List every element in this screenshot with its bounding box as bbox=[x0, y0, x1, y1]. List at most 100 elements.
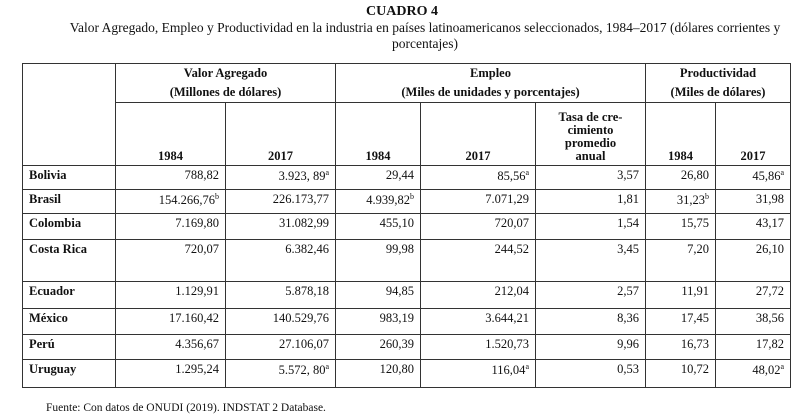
header-row: (Millones de dólares) (Miles de unidades … bbox=[23, 83, 791, 103]
cell-value: 788,82 bbox=[184, 168, 219, 182]
cell-value: 48,02 bbox=[752, 363, 781, 378]
cell-value: 212,04 bbox=[494, 284, 529, 298]
cell-value: 2,57 bbox=[617, 284, 639, 298]
value-cell: 99,98 bbox=[335, 239, 421, 282]
row-label: México bbox=[29, 311, 68, 325]
row-label: Bolivia bbox=[29, 168, 67, 182]
value-cell: 0,53 bbox=[535, 359, 646, 388]
value-cell: 720,07 bbox=[115, 239, 226, 282]
row-label: Costa Rica bbox=[29, 242, 87, 256]
column-header-text: 2017 bbox=[465, 149, 491, 163]
cell-value: 45,86 bbox=[752, 169, 781, 184]
value-cell: 244,52 bbox=[420, 239, 536, 282]
cell-value: 10,72 bbox=[680, 362, 709, 376]
group-cell: Valor Agregado bbox=[115, 63, 336, 83]
value-cell: 43,17 bbox=[715, 213, 791, 240]
row-label: Colombia bbox=[29, 216, 82, 230]
group-unit: (Miles de dólares) bbox=[670, 85, 766, 99]
row-label: Ecuador bbox=[29, 284, 75, 298]
value-cell: 3,45 bbox=[535, 239, 646, 282]
value-cell: 8,36 bbox=[535, 308, 646, 335]
value-cell: 154.266,76b bbox=[115, 189, 226, 214]
row-label-cell: México bbox=[22, 308, 116, 335]
value-cell: 10,72 bbox=[645, 359, 716, 388]
column-header-text: 1984 bbox=[668, 149, 693, 163]
value-cell: 2,57 bbox=[535, 281, 646, 309]
cell-value: 720,07 bbox=[184, 242, 219, 256]
value-cell: 120,80 bbox=[335, 359, 421, 388]
cell-value: 3,45 bbox=[617, 242, 639, 256]
value-cell: 1.295,24 bbox=[115, 359, 226, 388]
value-cell: 3.644,21 bbox=[420, 308, 536, 335]
footnote-mark: a bbox=[325, 168, 329, 177]
table: Valor Agregado Empleo Productividad (Millon… bbox=[22, 63, 791, 388]
group-cell: Productividad bbox=[645, 63, 791, 83]
value-cell: 7.071,29 bbox=[420, 189, 536, 214]
value-cell: 3.923, 89a bbox=[225, 165, 336, 190]
cell-value: 85,56 bbox=[497, 169, 526, 184]
value-cell: 455,10 bbox=[335, 213, 421, 240]
group-unit: (Millones de dólares) bbox=[169, 85, 282, 99]
column-header: 1984 bbox=[115, 102, 226, 166]
cell-value: 4.939,82 bbox=[366, 193, 410, 208]
cell-value: 9,96 bbox=[617, 337, 639, 351]
cell-value: 226.173,77 bbox=[272, 192, 329, 206]
value-cell: 38,56 bbox=[715, 308, 791, 335]
value-cell: 212,04 bbox=[420, 281, 536, 309]
value-cell: 4.939,82b bbox=[335, 189, 421, 214]
cell-value: 116,04 bbox=[491, 363, 526, 378]
value-cell: 94,85 bbox=[335, 281, 421, 309]
value-cell: 720,07 bbox=[420, 213, 536, 240]
cell-value: 17,82 bbox=[755, 337, 784, 351]
cell-value: 38,56 bbox=[755, 311, 784, 325]
group-unit-cell: (Miles de unidades y porcentajes) bbox=[335, 83, 646, 103]
value-cell: 31,98 bbox=[715, 189, 791, 214]
corner-cell bbox=[22, 63, 116, 166]
column-header: 2017 bbox=[420, 102, 536, 166]
footnote-mark: a bbox=[780, 168, 784, 177]
column-header: 1984 bbox=[335, 102, 421, 166]
column-header: 2017 bbox=[715, 102, 791, 166]
data-row: Ecuador 1.129,91 5.878,18 94,85 212,04 2,57 11… bbox=[22, 281, 791, 309]
footnote-mark: b bbox=[705, 192, 709, 201]
cell-value: 154.266,76 bbox=[158, 193, 215, 208]
cell-value: 31,23 bbox=[676, 193, 705, 208]
value-cell: 116,04a bbox=[420, 359, 536, 388]
group-title: Empleo bbox=[470, 66, 511, 80]
cell-value: 29,44 bbox=[385, 168, 414, 182]
cell-value: 983,19 bbox=[379, 311, 414, 325]
row-label-cell: Ecuador bbox=[22, 281, 116, 309]
value-cell: 27,72 bbox=[715, 281, 791, 309]
value-cell: 48,02a bbox=[715, 359, 791, 388]
row-label-cell: Costa Rica bbox=[22, 239, 116, 282]
cell-value: 1.129,91 bbox=[175, 284, 219, 298]
data-row: Perú 4.356,67 27.106,07 260,39 1.520,73 9,96 1… bbox=[22, 334, 791, 360]
cell-value: 1,54 bbox=[617, 216, 639, 230]
data-row: Costa Rica 720,07 6.382,46 99,98 244,52 3,45 7… bbox=[22, 239, 791, 282]
value-cell: 29,44 bbox=[335, 165, 421, 190]
value-cell: 26,10 bbox=[715, 239, 791, 282]
row-label: Uruguay bbox=[29, 362, 77, 376]
cell-value: 17.160,42 bbox=[169, 311, 219, 325]
value-cell: 85,56a bbox=[420, 165, 536, 190]
cell-value: 3.644,21 bbox=[485, 311, 529, 325]
cell-value: 720,07 bbox=[494, 216, 529, 230]
value-cell: 45,86a bbox=[715, 165, 791, 190]
source-note: Fuente: Con datos de ONUDI (2019). INDST… bbox=[46, 402, 326, 414]
value-cell: 11,91 bbox=[645, 281, 716, 309]
value-cell: 16,73 bbox=[645, 334, 716, 360]
row-label-cell: Bolivia bbox=[22, 165, 116, 190]
cell-value: 16,73 bbox=[680, 337, 709, 351]
footnote-mark: b bbox=[410, 192, 414, 201]
cell-value: 1.295,24 bbox=[175, 362, 219, 376]
column-header-text: Tasa de cre- bbox=[558, 110, 623, 124]
cell-value: 260,39 bbox=[379, 337, 414, 351]
value-cell: 1,81 bbox=[535, 189, 646, 214]
group-cell: Empleo bbox=[335, 63, 646, 83]
cell-value: 140.529,76 bbox=[272, 311, 329, 325]
cell-value: 94,85 bbox=[385, 284, 414, 298]
cell-value: 31,98 bbox=[755, 192, 784, 206]
value-cell: 4.356,67 bbox=[115, 334, 226, 360]
cell-value: 1.520,73 bbox=[485, 337, 529, 351]
